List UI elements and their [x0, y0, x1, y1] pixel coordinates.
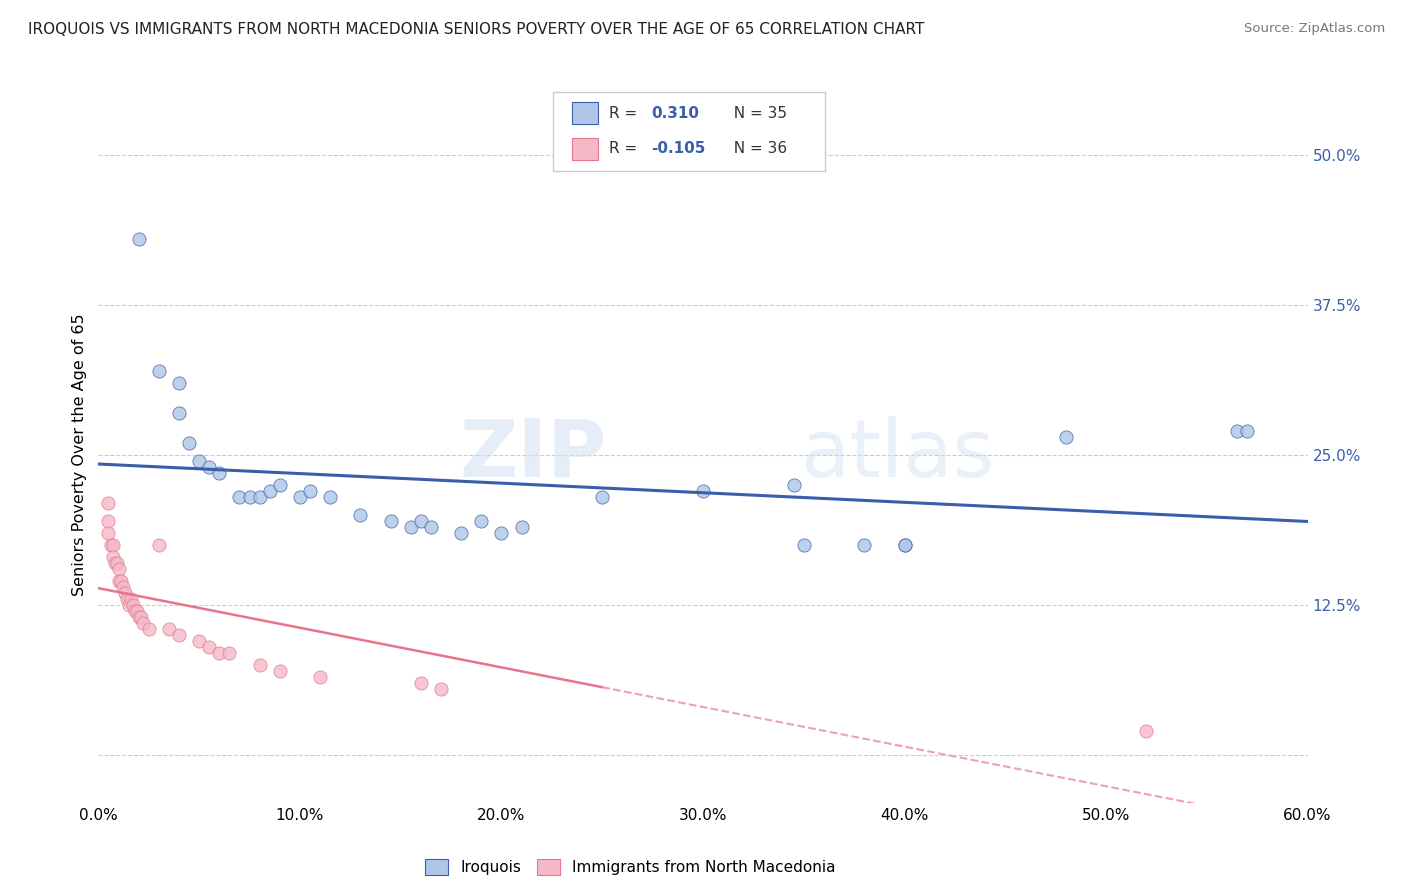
Point: [1135, 723, 1157, 738]
Point: [420, 520, 443, 534]
Point: [269, 664, 291, 678]
Point: [208, 466, 231, 480]
Point: [107, 562, 129, 576]
Text: ZIP: ZIP: [458, 416, 606, 494]
Point: [380, 514, 402, 528]
Point: [110, 574, 132, 588]
Point: [309, 670, 332, 684]
Point: [198, 459, 221, 474]
Point: [167, 628, 190, 642]
Point: [124, 604, 146, 618]
Point: [128, 232, 150, 246]
Point: [103, 556, 125, 570]
Text: 0.310: 0.310: [651, 106, 699, 120]
Legend: Iroquois, Immigrants from North Macedonia: Iroquois, Immigrants from North Macedoni…: [426, 859, 835, 875]
Text: atlas: atlas: [800, 416, 994, 494]
Point: [259, 483, 281, 498]
Point: [491, 525, 513, 540]
Point: [228, 490, 250, 504]
Point: [409, 676, 432, 690]
Point: [100, 538, 122, 552]
Point: [218, 646, 240, 660]
Point: [692, 483, 714, 498]
Point: [138, 622, 160, 636]
Point: [893, 538, 915, 552]
Point: [1236, 424, 1258, 438]
Point: [179, 436, 201, 450]
Text: Source: ZipAtlas.com: Source: ZipAtlas.com: [1244, 22, 1385, 36]
Point: [249, 657, 271, 672]
Text: R =: R =: [609, 106, 643, 120]
Point: [409, 514, 432, 528]
Point: [1054, 430, 1077, 444]
Point: [148, 364, 170, 378]
Point: [121, 598, 143, 612]
Point: [239, 490, 262, 504]
Point: [1226, 424, 1249, 438]
Point: [97, 514, 120, 528]
Point: [97, 496, 120, 510]
Point: [893, 538, 915, 552]
Point: [783, 478, 806, 492]
Point: [105, 556, 128, 570]
Point: [132, 615, 155, 630]
Point: [148, 538, 170, 552]
Point: [101, 549, 124, 564]
Text: -0.105: -0.105: [651, 142, 706, 156]
Point: [269, 478, 291, 492]
Point: [430, 681, 453, 696]
Point: [249, 490, 271, 504]
Point: [167, 376, 190, 390]
Point: [450, 525, 472, 540]
Text: N = 36: N = 36: [724, 142, 787, 156]
Point: [115, 591, 138, 606]
Point: [288, 490, 311, 504]
Point: [167, 406, 190, 420]
Point: [188, 633, 211, 648]
Point: [399, 520, 422, 534]
Point: [128, 610, 150, 624]
Point: [793, 538, 815, 552]
Point: [107, 574, 129, 588]
Point: [853, 538, 876, 552]
Point: [125, 604, 148, 618]
Point: [118, 598, 141, 612]
Text: R =: R =: [609, 142, 643, 156]
Text: IROQUOIS VS IMMIGRANTS FROM NORTH MACEDONIA SENIORS POVERTY OVER THE AGE OF 65 C: IROQUOIS VS IMMIGRANTS FROM NORTH MACEDO…: [28, 22, 925, 37]
Point: [111, 580, 134, 594]
Point: [349, 508, 371, 522]
Point: [319, 490, 342, 504]
Point: [208, 646, 231, 660]
Text: N = 35: N = 35: [724, 106, 787, 120]
Point: [129, 610, 152, 624]
Point: [120, 591, 142, 606]
Point: [97, 525, 120, 540]
Point: [114, 586, 136, 600]
Point: [470, 514, 492, 528]
Y-axis label: Seniors Poverty Over the Age of 65: Seniors Poverty Over the Age of 65: [72, 314, 87, 596]
Point: [188, 454, 211, 468]
Point: [198, 640, 221, 654]
Point: [157, 622, 180, 636]
Point: [591, 490, 613, 504]
Point: [101, 538, 124, 552]
Point: [299, 483, 322, 498]
Point: [510, 520, 533, 534]
